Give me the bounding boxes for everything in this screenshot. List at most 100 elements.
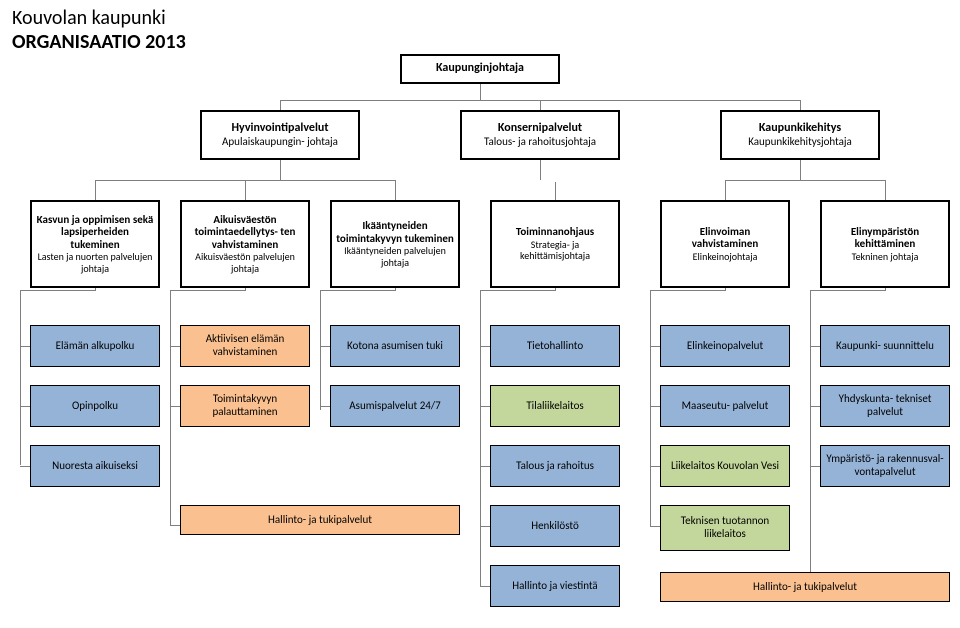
leaf-label: Kotona asumisen tuki xyxy=(347,340,443,353)
connector xyxy=(480,84,481,100)
leaf-label: Elämän alkupolku xyxy=(56,340,135,353)
node-mayor: Kaupunginjohtaja xyxy=(400,54,560,84)
leaf-r2-4: Maaseutu- palvelut xyxy=(660,385,790,427)
connector xyxy=(170,290,171,525)
connector xyxy=(280,100,281,110)
title-line2: ORGANISAATIO 2013 xyxy=(12,30,186,54)
node-title: Elinympäristön kehittäminen xyxy=(826,226,944,251)
node-label: Kaupunginjohtaja xyxy=(436,62,524,76)
leaf-r2-5: Yhdyskunta- tekniset palvelut xyxy=(820,385,950,427)
connector xyxy=(725,180,885,181)
leaf-r2-0: Opinpolku xyxy=(30,385,160,427)
l3-0: Kasvun ja oppimisen sekä lapsiperheiden … xyxy=(30,200,160,288)
connector xyxy=(20,346,30,347)
leaf-label: Maaseutu- palvelut xyxy=(682,400,769,413)
leaf-label: Kaupunki- suunnittelu xyxy=(836,340,934,353)
connector xyxy=(725,180,726,200)
connector xyxy=(320,290,321,410)
connector xyxy=(800,100,801,110)
leaf-label: Teknisen tuotannon liikelaitos xyxy=(665,515,785,540)
leaf-r2-2: Asumispalvelut 24/7 xyxy=(330,385,460,427)
connector xyxy=(650,466,660,467)
connector xyxy=(810,346,820,347)
leaf-r3-4: Liikelaitos Kouvolan Vesi xyxy=(660,445,790,487)
connector xyxy=(320,290,395,291)
connector xyxy=(480,586,490,587)
connector xyxy=(320,346,330,347)
connector xyxy=(480,526,490,527)
node-sub: Tekninen johtaja xyxy=(852,251,919,263)
connector xyxy=(650,290,651,526)
leaf-label: Ympäristö- ja rakennusval- vontapalvelut xyxy=(825,453,945,478)
l3-2: Ikääntyneiden toimintakyvyn tukeminen Ik… xyxy=(330,200,460,288)
leaf-r2-3: Tilaliikelaitos xyxy=(490,385,620,427)
connector xyxy=(810,290,811,586)
leaf-r4-3: Henkilöstö xyxy=(490,505,620,547)
connector xyxy=(800,160,801,180)
node-sub: Aikuisväestön palvelujen johtaja xyxy=(186,251,304,274)
node-sub: Ikääntyneiden palvelujen johtaja xyxy=(336,245,454,268)
leaf-r2-1: Toimintakyvyn palauttaminen xyxy=(180,385,310,427)
connector xyxy=(540,160,541,180)
leaf-label: Opinpolku xyxy=(72,400,118,413)
connector xyxy=(480,290,481,586)
node-hyvinvointi: Hyvinvointipalvelut Apulaiskaupungin- jo… xyxy=(200,110,360,160)
connector xyxy=(650,406,660,407)
leaf-r1-0: Elämän alkupolku xyxy=(30,325,160,367)
connector xyxy=(650,526,660,527)
node-kehitys: Kaupunkikehitys Kaupunkikehitysjohtaja xyxy=(720,110,880,160)
leaf-r3-3: Talous ja rahoitus xyxy=(490,445,620,487)
connector xyxy=(20,290,95,291)
leaf-r1-5: Kaupunki- suunnittelu xyxy=(820,325,950,367)
leaf-label: Elinkeinopalvelut xyxy=(687,340,763,353)
node-title: Kasvun ja oppimisen sekä lapsiperheiden … xyxy=(36,214,154,252)
node-sub: Talous- ja rahoitusjohtaja xyxy=(484,136,596,149)
connector xyxy=(540,100,541,110)
l3-3: Toiminnanohjaus Strategia- ja kehittämis… xyxy=(490,200,620,288)
leaf-label: Hallinto ja viestintä xyxy=(512,580,597,593)
connector xyxy=(650,290,725,291)
connector xyxy=(480,466,490,467)
node-title: Hyvinvointipalvelut xyxy=(231,122,328,136)
leaf-r5-hallinto2: Hallinto- ja tukipalvelut xyxy=(660,572,950,602)
connector xyxy=(395,180,396,200)
leaf-label: Aktiivisen elämän vahvistaminen xyxy=(185,333,305,358)
node-sub: Strategia- ja kehittämisjohtaja xyxy=(496,239,614,262)
connector xyxy=(245,180,246,200)
connector xyxy=(320,406,330,407)
node-title: Kaupunkikehitys xyxy=(759,122,841,136)
node-sub: Elinkeinojohtaja xyxy=(693,251,758,263)
leaf-label: Yhdyskunta- tekniset palvelut xyxy=(825,393,945,418)
connector xyxy=(170,525,180,526)
leaf-label: Nuoresta aikuiseksi xyxy=(52,460,138,473)
leaf-r3-5: Ympäristö- ja rakennusval- vontapalvelut xyxy=(820,445,950,487)
l3-1: Aikuisväestön toimintaedellytys- ten vah… xyxy=(180,200,310,288)
leaf-label: Toimintakyvyn palauttaminen xyxy=(185,393,305,418)
leaf-r4-4: Teknisen tuotannon liikelaitos xyxy=(660,505,790,551)
connector xyxy=(480,346,490,347)
connector xyxy=(650,346,660,347)
l3-5: Elinympäristön kehittäminen Tekninen joh… xyxy=(820,200,950,288)
connector xyxy=(885,180,886,200)
node-title: Konsernipalvelut xyxy=(498,122,582,136)
connector xyxy=(20,406,30,407)
leaf-label: Asumispalvelut 24/7 xyxy=(349,400,440,413)
connector xyxy=(810,290,885,291)
connector xyxy=(280,160,281,180)
node-sub: Kaupunkikehitysjohtaja xyxy=(748,136,852,149)
l3-4: Elinvoiman vahvistaminen Elinkeinojohtaj… xyxy=(660,200,790,288)
connector xyxy=(810,406,820,407)
node-title: Toiminnanohjaus xyxy=(516,226,594,239)
leaf-r1-4: Elinkeinopalvelut xyxy=(660,325,790,367)
connector xyxy=(555,182,556,200)
leaf-r1-2: Kotona asumisen tuki xyxy=(330,325,460,367)
node-sub: Lasten ja nuorten palvelujen johtaja xyxy=(36,251,154,274)
connector xyxy=(170,346,180,347)
connector xyxy=(170,406,180,407)
leaf-r4-hallinto: Hallinto- ja tukipalvelut xyxy=(180,505,460,535)
connector xyxy=(480,406,490,407)
connector xyxy=(480,290,555,291)
leaf-label: Liikelaitos Kouvolan Vesi xyxy=(671,460,779,473)
connector xyxy=(20,466,30,467)
leaf-r1-1: Aktiivisen elämän vahvistaminen xyxy=(180,325,310,367)
